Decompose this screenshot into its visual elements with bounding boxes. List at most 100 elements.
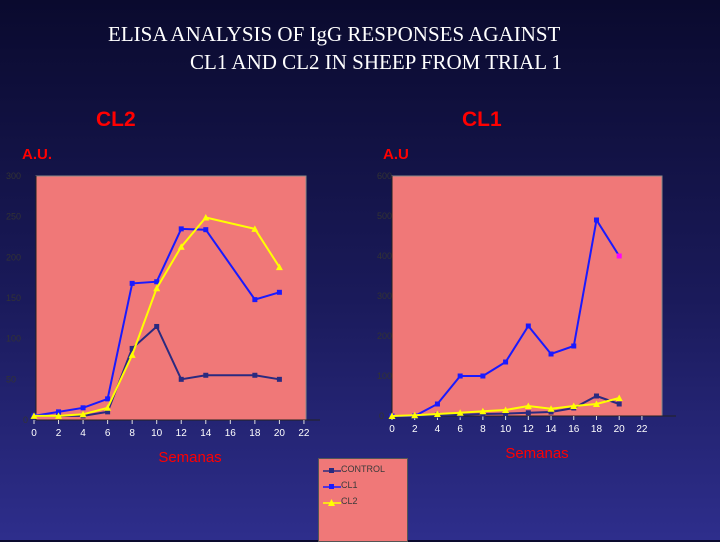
point-cl2-cl1 — [592, 400, 600, 407]
series-line-cl2-cl2 — [34, 216, 281, 417]
x-tick-label-cl1: 22 — [636, 424, 648, 435]
x-axis-title-cl1: Semanas — [505, 445, 568, 462]
point-control-cl2 — [129, 345, 135, 351]
left-panel-label: CL2 — [96, 108, 136, 131]
x-axis-title-cl2: Semanas — [158, 449, 221, 466]
point-cl2-cl2 — [104, 404, 112, 411]
x-tick-label-cl1: 8 — [480, 424, 486, 435]
legend-swatch-cl2 — [323, 499, 341, 506]
y-tick-label-cl1: 200 — [377, 331, 392, 341]
legend-label-cl1: CL1 — [341, 480, 358, 490]
x-tick-label-cl1: 6 — [457, 424, 463, 435]
point-cl1-cl1 — [434, 401, 440, 407]
point-cl2-cl2 — [128, 351, 136, 358]
point-cl1-cl2 — [203, 227, 209, 233]
point-cl1-cl2 — [154, 279, 160, 285]
point-control-cl1 — [503, 411, 509, 417]
point-cl2-cl1 — [570, 402, 578, 409]
plot-area-cl1 — [391, 175, 663, 417]
point-control-cl1 — [525, 410, 531, 416]
point-cl1-cl1 — [616, 253, 622, 259]
x-tick-label-cl1: 20 — [614, 424, 626, 435]
legend: CONTROL CL1 CL2 — [318, 458, 408, 542]
y-tick-label-cl2: 0 — [23, 415, 28, 425]
point-control-cl2 — [203, 372, 209, 378]
title-line-1: ELISA ANALYSIS OF IgG RESPONSES AGAINST — [108, 22, 561, 46]
y-tick-label-cl1: 600 — [377, 171, 392, 181]
x-tick-label-cl1: 2 — [412, 424, 418, 435]
point-cl1-cl2 — [276, 289, 282, 295]
point-cl2-cl2 — [251, 225, 259, 232]
right-panel-label: CL1 — [462, 108, 502, 131]
left-unit-label: A.U. — [22, 146, 52, 163]
y-tick-label-cl2: 150 — [6, 293, 21, 303]
legend-swatch-cl1 — [323, 484, 341, 489]
legend-swatch-control — [323, 468, 341, 473]
point-cl2-cl2 — [177, 243, 185, 250]
x-tick-label-cl2: 4 — [80, 428, 86, 439]
legend-item-cl2: CL2 — [323, 495, 403, 511]
plot-area-cl2 — [35, 175, 307, 421]
x-tick-label-cl2: 8 — [129, 428, 135, 439]
point-control-cl2 — [105, 409, 111, 415]
x-tick-label-cl1: 4 — [435, 424, 441, 435]
point-cl2-cl2 — [30, 412, 38, 419]
point-cl2-cl2 — [275, 263, 283, 271]
x-tick-label-cl2: 10 — [151, 428, 163, 439]
point-cl1-cl1 — [593, 217, 599, 223]
point-control-cl1 — [616, 401, 622, 407]
y-tick-label-cl2: 100 — [6, 334, 21, 344]
point-cl2-cl1 — [456, 409, 464, 416]
point-cl1-cl2 — [56, 409, 62, 415]
y-tick-label-cl2: 300 — [6, 171, 21, 181]
point-cl2-cl2 — [55, 412, 63, 419]
point-cl2-cl1 — [388, 412, 396, 419]
point-cl2-cl1 — [547, 405, 555, 412]
point-cl1-cl1 — [525, 323, 531, 329]
y-tick-label-cl1: 500 — [377, 211, 392, 221]
y-tick-label-cl1: 400 — [377, 251, 392, 261]
x-tick-label-cl2: 20 — [274, 428, 286, 439]
x-tick-label-cl2: 18 — [249, 428, 261, 439]
title-line-2: CL1 AND CL2 IN SHEEP FROM TRIAL 1 — [190, 50, 563, 74]
y-tick-label-cl1: 100 — [377, 371, 392, 381]
y-tick-label-cl2: 200 — [6, 252, 21, 262]
point-cl1-cl1 — [503, 359, 509, 365]
point-cl1-cl2 — [252, 297, 258, 303]
point-cl2-cl1 — [479, 407, 487, 415]
legend-label-control: CONTROL — [341, 464, 386, 474]
x-tick-label-cl2: 12 — [176, 428, 188, 439]
x-tick-label-cl1: 0 — [389, 424, 395, 435]
x-tick-label-cl1: 14 — [545, 424, 557, 435]
legend-item-cl1: CL1 — [323, 479, 403, 495]
point-cl2-cl2 — [202, 213, 210, 221]
point-cl1-cl2 — [178, 226, 184, 232]
x-tick-label-cl1: 12 — [523, 424, 535, 435]
point-cl1-cl2 — [80, 405, 86, 411]
y-tick-label-cl2: 250 — [6, 212, 21, 222]
point-cl2-cl2 — [153, 284, 161, 292]
x-tick-label-cl1: 10 — [500, 424, 512, 435]
point-control-cl2 — [178, 376, 184, 382]
point-cl1-cl2 — [129, 280, 135, 286]
point-cl2-cl1 — [615, 394, 623, 401]
point-cl1-cl1 — [571, 343, 577, 349]
point-control-cl2 — [154, 323, 160, 329]
legend-item-control: CONTROL — [323, 463, 403, 479]
right-unit-label: A.U — [383, 146, 409, 163]
point-cl2-cl1 — [524, 402, 532, 409]
x-tick-label-cl2: 0 — [31, 428, 37, 439]
x-tick-label-cl2: 2 — [56, 428, 62, 439]
legend-label-cl2: CL2 — [341, 496, 358, 506]
point-control-cl1 — [548, 409, 554, 415]
series-line-cl1-cl2 — [33, 227, 280, 417]
point-control-cl2 — [276, 376, 282, 382]
x-tick-label-cl2: 14 — [200, 428, 212, 439]
x-tick-label-cl1: 16 — [568, 424, 580, 435]
point-cl2-cl1 — [502, 406, 510, 413]
point-cl1-cl1 — [480, 373, 486, 379]
point-control-cl2 — [252, 372, 258, 378]
point-cl1-cl1 — [457, 373, 463, 379]
point-cl2-cl1 — [433, 410, 441, 417]
